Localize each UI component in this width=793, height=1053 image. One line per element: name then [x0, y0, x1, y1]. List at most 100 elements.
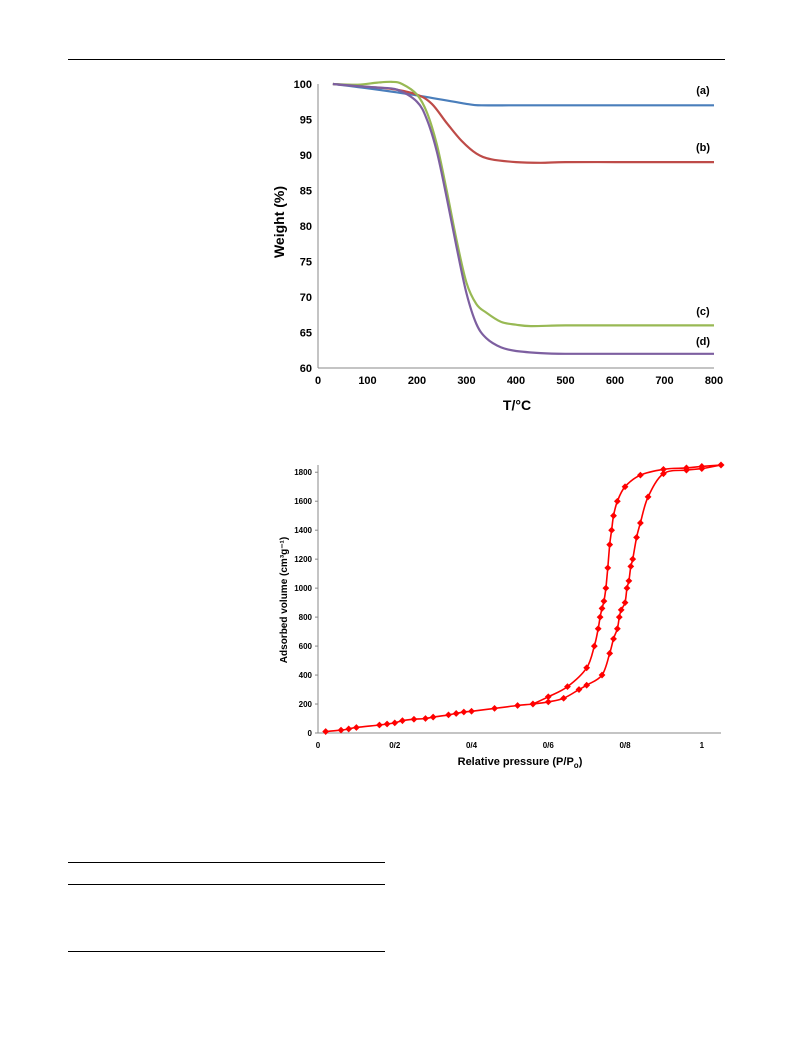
- isotherm-data-point: [445, 711, 452, 719]
- isotherm-data-point: [399, 717, 406, 725]
- isotherm-x-tick-label: 0/6: [543, 741, 555, 750]
- isotherm-axes: [315, 465, 721, 734]
- tga-tick-labels: 0 100 200 300 400 500 600 700 800 60 65 70 75 80 85 90 9…: [294, 79, 724, 387]
- isotherm-data-point: [598, 605, 606, 612]
- tga-y-tick-label: 75: [300, 257, 312, 269]
- isotherm-data-point: [590, 642, 598, 650]
- tga-series-label: (c): [696, 306, 710, 318]
- isotherm-series-lines: [325, 464, 722, 733]
- isotherm-data-point: [629, 555, 637, 563]
- tga-x-tick-label: 500: [556, 375, 574, 387]
- isotherm-y-tick-label: 1000: [294, 584, 312, 593]
- tga-series-label: (b): [696, 142, 710, 154]
- tga-series-line: [332, 82, 714, 164]
- isotherm-x-tick-label: 0/4: [466, 741, 478, 750]
- tga-x-axis-label: T/°C: [503, 397, 531, 413]
- isotherm-data-point: [529, 700, 537, 708]
- isotherm-data-point: [698, 463, 706, 470]
- isotherm-y-tick-label: 1800: [294, 468, 312, 477]
- tga-series-line: [332, 80, 714, 328]
- isotherm-x-tick-label: 0/8: [619, 741, 631, 750]
- tga-x-tick-label: 600: [606, 375, 624, 387]
- tga-x-tick-label: 0: [315, 375, 321, 387]
- tga-chart: 0 100 200 300 400 500 600 700 800 60 65 70 75 80 85 90 9…: [271, 79, 723, 413]
- isotherm-series-line: [532, 464, 722, 705]
- isotherm-data-point: [391, 719, 399, 727]
- isotherm-y-tick-label: 200: [299, 700, 313, 709]
- table-rule-top: [68, 862, 385, 863]
- isotherm-data-point: [594, 625, 602, 633]
- isotherm-data-point: [383, 720, 391, 728]
- isotherm-data-point: [608, 526, 616, 534]
- isotherm-data-point: [575, 686, 583, 693]
- isotherm-data-point: [410, 715, 418, 723]
- tga-y-tick-label: 95: [300, 115, 312, 127]
- tga-series-line: [332, 82, 714, 355]
- isotherm-data-point: [583, 681, 591, 689]
- isotherm-data-point: [544, 698, 552, 706]
- isotherm-y-tick-label: 0: [308, 729, 313, 738]
- isotherm-data-point: [514, 702, 521, 709]
- tga-axes: [317, 84, 714, 369]
- isotherm-data-point: [617, 606, 625, 614]
- isotherm-data-point: [637, 471, 644, 479]
- isotherm-data-point: [610, 512, 617, 520]
- isotherm-data-point: [615, 613, 623, 621]
- isotherm-data-point: [610, 635, 617, 643]
- isotherm-data-point: [376, 721, 383, 729]
- isotherm-x-tick-label: 1: [700, 741, 705, 750]
- table-rule-bottom: [68, 951, 385, 952]
- tga-y-tick-label: 80: [300, 221, 312, 233]
- isotherm-y-tick-label: 800: [299, 613, 313, 622]
- isotherm-data-point: [660, 470, 667, 478]
- isotherm-data-point: [613, 625, 621, 633]
- isotherm-x-tick-label: 0: [316, 741, 321, 750]
- tga-series-label: (a): [696, 85, 710, 97]
- isotherm-data-point: [544, 693, 552, 701]
- tga-y-tick-label: 85: [300, 186, 312, 198]
- isotherm-y-tick-label: 1400: [294, 526, 312, 535]
- isotherm-x-axis-label: Relative pressure (P/Po): [458, 756, 583, 770]
- isotherm-data-point: [583, 664, 591, 672]
- isotherm-data-point: [564, 683, 571, 691]
- tga-series-lines: [332, 80, 714, 355]
- isotherm-data-point: [660, 465, 667, 473]
- isotherm-data-point: [717, 461, 725, 469]
- isotherm-data-point: [637, 519, 644, 527]
- isotherm-y-tick-label: 400: [299, 671, 313, 680]
- isotherm-data-point: [683, 464, 690, 472]
- table-rule-mid: [68, 884, 385, 885]
- isotherm-data-point: [560, 694, 568, 702]
- tga-x-tick-label: 800: [705, 375, 723, 387]
- isotherm-data-point: [345, 725, 353, 733]
- tga-y-tick-label: 70: [300, 292, 312, 304]
- isotherm-x-label-sub: o: [574, 761, 579, 770]
- isotherm-data-point: [600, 597, 608, 605]
- isotherm-data-point: [452, 710, 460, 717]
- isotherm-y-tick-label: 600: [299, 642, 313, 651]
- isotherm-data-point: [491, 704, 498, 712]
- tga-x-tick-label: 700: [655, 375, 673, 387]
- isotherm-data-point: [606, 649, 614, 657]
- isotherm-data-point: [621, 483, 629, 491]
- isotherm-data-point: [602, 584, 610, 592]
- tga-y-tick-label: 60: [300, 363, 312, 375]
- isotherm-data-point: [468, 707, 475, 715]
- tga-y-tick-label: 100: [294, 79, 312, 91]
- isotherm-data-point: [598, 671, 606, 679]
- isotherm-y-tick-label: 1200: [294, 555, 312, 564]
- isotherm-data-point: [606, 541, 614, 549]
- isotherm-y-tick-label: 1600: [294, 497, 312, 506]
- isotherm-data-point: [352, 724, 360, 731]
- isotherm-tick-labels: 0 0/2 0/4 0/6 0/8 1 0 200 400 600 800 1000 1200 1400 1…: [294, 468, 704, 750]
- isotherm-x-label-main: Relative pressure (P/P: [458, 756, 574, 768]
- isotherm-data-point: [460, 708, 468, 716]
- isotherm-data-point: [322, 728, 330, 735]
- tga-series-labels: (a) (b) (c) (d): [696, 85, 710, 348]
- isotherm-data-point: [627, 563, 635, 570]
- isotherm-data-point: [621, 599, 629, 607]
- isotherm-data-point: [625, 577, 633, 585]
- isotherm-data-point: [337, 726, 345, 734]
- header-rule: [68, 59, 725, 60]
- isotherm-data-point: [596, 613, 604, 621]
